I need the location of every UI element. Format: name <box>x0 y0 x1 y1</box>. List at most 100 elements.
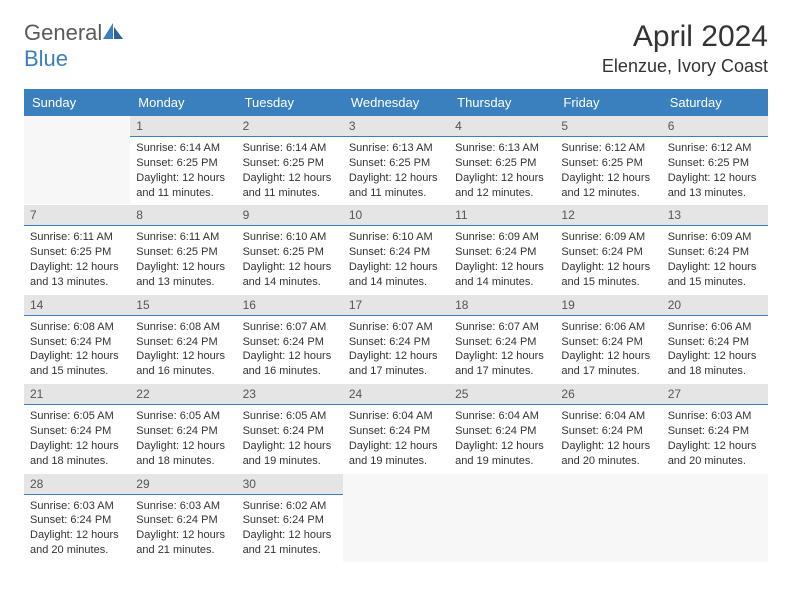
day-content: Sunrise: 6:11 AMSunset: 6:25 PMDaylight:… <box>24 226 130 293</box>
calendar-cell: 13Sunrise: 6:09 AMSunset: 6:24 PMDayligh… <box>662 205 768 294</box>
daylight: Daylight: 12 hours and 11 minutes. <box>243 171 337 201</box>
daylight: Daylight: 12 hours and 13 minutes. <box>30 260 124 290</box>
sunrise: Sunrise: 6:05 AM <box>243 409 337 424</box>
day-number: 20 <box>662 295 768 316</box>
logo-blue: Blue <box>24 46 68 71</box>
daylight: Daylight: 12 hours and 12 minutes. <box>455 171 549 201</box>
day-content: Sunrise: 6:05 AMSunset: 6:24 PMDaylight:… <box>237 405 343 472</box>
sunset: Sunset: 6:24 PM <box>136 513 230 528</box>
calendar-cell: 24Sunrise: 6:04 AMSunset: 6:24 PMDayligh… <box>343 384 449 473</box>
day-content: Sunrise: 6:05 AMSunset: 6:24 PMDaylight:… <box>130 405 236 472</box>
calendar-table: SundayMondayTuesdayWednesdayThursdayFrid… <box>24 89 768 563</box>
daylight: Daylight: 12 hours and 20 minutes. <box>561 439 655 469</box>
daylight: Daylight: 12 hours and 14 minutes. <box>243 260 337 290</box>
sunrise: Sunrise: 6:13 AM <box>349 141 443 156</box>
day-number: 4 <box>449 116 555 137</box>
daylight: Daylight: 12 hours and 16 minutes. <box>136 349 230 379</box>
sunset: Sunset: 6:25 PM <box>30 245 124 260</box>
daylight: Daylight: 12 hours and 13 minutes. <box>668 171 762 201</box>
day-number: 10 <box>343 205 449 226</box>
sunrise: Sunrise: 6:05 AM <box>30 409 124 424</box>
day-number: 9 <box>237 205 343 226</box>
sunrise: Sunrise: 6:07 AM <box>243 320 337 335</box>
sunset: Sunset: 6:24 PM <box>668 245 762 260</box>
sunset: Sunset: 6:25 PM <box>561 156 655 171</box>
calendar-cell: 3Sunrise: 6:13 AMSunset: 6:25 PMDaylight… <box>343 116 449 205</box>
sunrise: Sunrise: 6:09 AM <box>561 230 655 245</box>
day-content: Sunrise: 6:04 AMSunset: 6:24 PMDaylight:… <box>343 405 449 472</box>
daylight: Daylight: 12 hours and 15 minutes. <box>30 349 124 379</box>
sunset: Sunset: 6:25 PM <box>136 156 230 171</box>
daylight: Daylight: 12 hours and 17 minutes. <box>455 349 549 379</box>
calendar-cell: 10Sunrise: 6:10 AMSunset: 6:24 PMDayligh… <box>343 205 449 294</box>
daylight: Daylight: 12 hours and 17 minutes. <box>349 349 443 379</box>
sunrise: Sunrise: 6:09 AM <box>668 230 762 245</box>
day-content: Sunrise: 6:12 AMSunset: 6:25 PMDaylight:… <box>662 137 768 204</box>
sunset: Sunset: 6:24 PM <box>561 335 655 350</box>
calendar-cell: 26Sunrise: 6:04 AMSunset: 6:24 PMDayligh… <box>555 384 661 473</box>
calendar-cell: 2Sunrise: 6:14 AMSunset: 6:25 PMDaylight… <box>237 116 343 205</box>
day-content: Sunrise: 6:04 AMSunset: 6:24 PMDaylight:… <box>449 405 555 472</box>
daylight: Daylight: 12 hours and 14 minutes. <box>349 260 443 290</box>
calendar-head: SundayMondayTuesdayWednesdayThursdayFrid… <box>24 89 768 116</box>
calendar-cell <box>24 116 130 205</box>
day-number: 12 <box>555 205 661 226</box>
calendar-cell: 25Sunrise: 6:04 AMSunset: 6:24 PMDayligh… <box>449 384 555 473</box>
calendar-cell: 14Sunrise: 6:08 AMSunset: 6:24 PMDayligh… <box>24 294 130 383</box>
sunset: Sunset: 6:24 PM <box>243 424 337 439</box>
sunset: Sunset: 6:24 PM <box>136 424 230 439</box>
sunset: Sunset: 6:24 PM <box>30 424 124 439</box>
sunrise: Sunrise: 6:07 AM <box>349 320 443 335</box>
weekday-header: Monday <box>130 89 236 116</box>
sunset: Sunset: 6:24 PM <box>30 513 124 528</box>
daylight: Daylight: 12 hours and 19 minutes. <box>349 439 443 469</box>
daylight: Daylight: 12 hours and 14 minutes. <box>455 260 549 290</box>
sunset: Sunset: 6:25 PM <box>349 156 443 171</box>
weekday-header: Thursday <box>449 89 555 116</box>
day-content: Sunrise: 6:02 AMSunset: 6:24 PMDaylight:… <box>237 495 343 562</box>
day-number: 26 <box>555 384 661 405</box>
daylight: Daylight: 12 hours and 21 minutes. <box>243 528 337 558</box>
day-number: 21 <box>24 384 130 405</box>
calendar-cell: 18Sunrise: 6:07 AMSunset: 6:24 PMDayligh… <box>449 294 555 383</box>
day-number: 11 <box>449 205 555 226</box>
day-content: Sunrise: 6:03 AMSunset: 6:24 PMDaylight:… <box>662 405 768 472</box>
day-number: 27 <box>662 384 768 405</box>
day-number: 17 <box>343 295 449 316</box>
logo-text: GeneralBlue <box>24 20 124 72</box>
calendar-cell: 1Sunrise: 6:14 AMSunset: 6:25 PMDaylight… <box>130 116 236 205</box>
day-number: 22 <box>130 384 236 405</box>
day-number: 1 <box>130 116 236 137</box>
sunset: Sunset: 6:24 PM <box>668 424 762 439</box>
day-number: 23 <box>237 384 343 405</box>
calendar-cell: 6Sunrise: 6:12 AMSunset: 6:25 PMDaylight… <box>662 116 768 205</box>
calendar-cell: 16Sunrise: 6:07 AMSunset: 6:24 PMDayligh… <box>237 294 343 383</box>
sunrise: Sunrise: 6:03 AM <box>30 499 124 514</box>
sunset: Sunset: 6:24 PM <box>668 335 762 350</box>
sunset: Sunset: 6:25 PM <box>668 156 762 171</box>
day-content: Sunrise: 6:09 AMSunset: 6:24 PMDaylight:… <box>555 226 661 293</box>
day-content: Sunrise: 6:07 AMSunset: 6:24 PMDaylight:… <box>237 316 343 383</box>
daylight: Daylight: 12 hours and 18 minutes. <box>136 439 230 469</box>
sunset: Sunset: 6:25 PM <box>136 245 230 260</box>
sunset: Sunset: 6:24 PM <box>455 424 549 439</box>
sunset: Sunset: 6:24 PM <box>455 335 549 350</box>
daylight: Daylight: 12 hours and 21 minutes. <box>136 528 230 558</box>
sunset: Sunset: 6:24 PM <box>349 245 443 260</box>
daylight: Daylight: 12 hours and 18 minutes. <box>30 439 124 469</box>
logo: GeneralBlue <box>24 20 124 72</box>
sunset: Sunset: 6:24 PM <box>455 245 549 260</box>
day-content: Sunrise: 6:12 AMSunset: 6:25 PMDaylight:… <box>555 137 661 204</box>
day-content: Sunrise: 6:13 AMSunset: 6:25 PMDaylight:… <box>343 137 449 204</box>
sunrise: Sunrise: 6:06 AM <box>668 320 762 335</box>
daylight: Daylight: 12 hours and 11 minutes. <box>349 171 443 201</box>
day-content: Sunrise: 6:03 AMSunset: 6:24 PMDaylight:… <box>24 495 130 562</box>
location: Elenzue, Ivory Coast <box>602 56 768 77</box>
day-number: 15 <box>130 295 236 316</box>
day-content: Sunrise: 6:04 AMSunset: 6:24 PMDaylight:… <box>555 405 661 472</box>
calendar-cell: 7Sunrise: 6:11 AMSunset: 6:25 PMDaylight… <box>24 205 130 294</box>
calendar-cell: 12Sunrise: 6:09 AMSunset: 6:24 PMDayligh… <box>555 205 661 294</box>
weekday-header: Tuesday <box>237 89 343 116</box>
sunset: Sunset: 6:24 PM <box>349 335 443 350</box>
calendar-cell: 11Sunrise: 6:09 AMSunset: 6:24 PMDayligh… <box>449 205 555 294</box>
